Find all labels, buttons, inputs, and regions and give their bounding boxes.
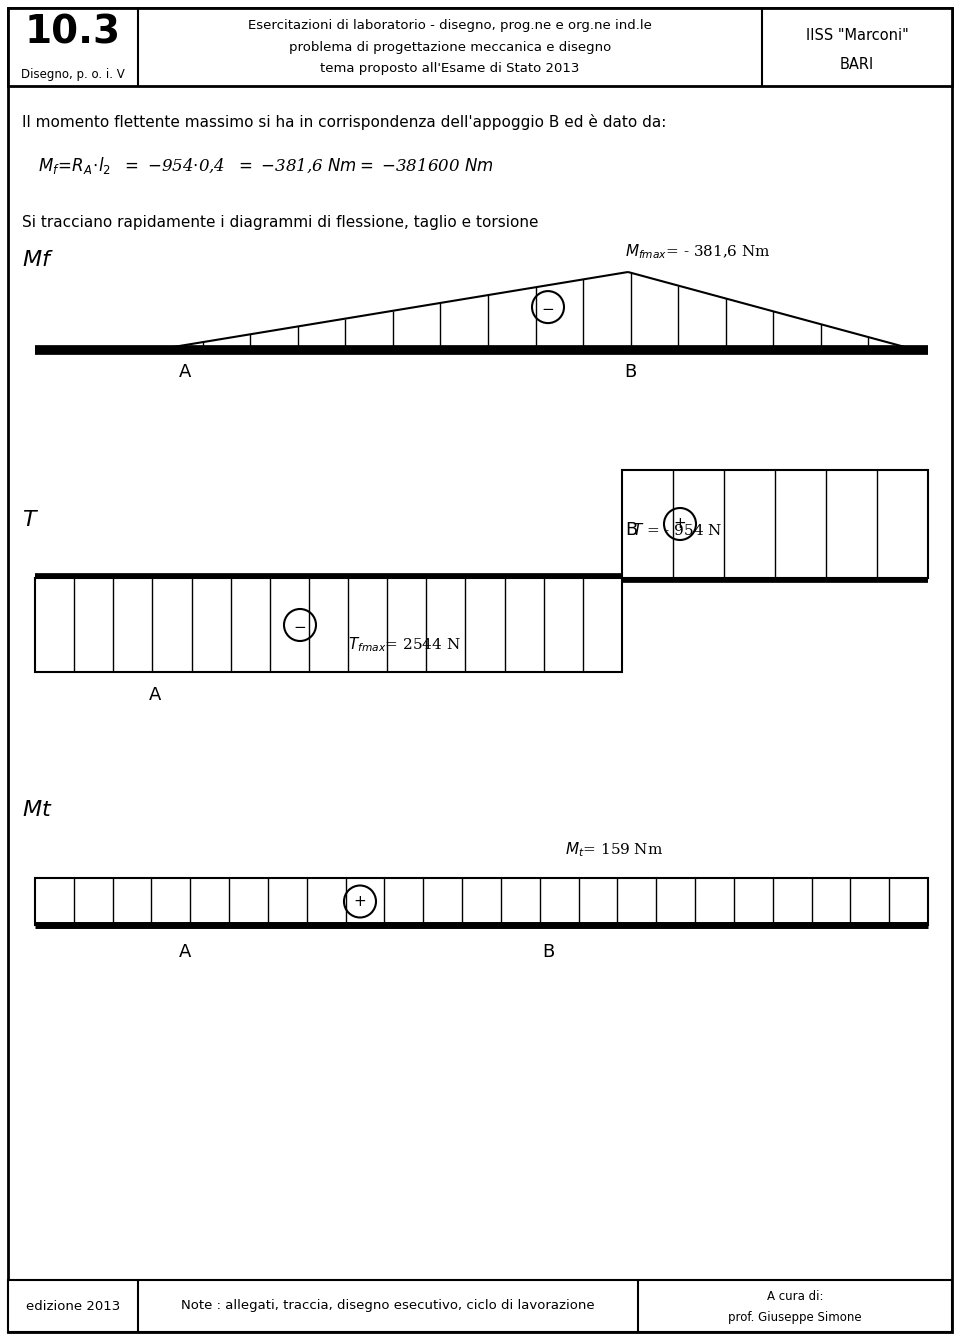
Text: $+$: $+$ [353, 894, 367, 909]
Text: $T$ = - 954 N: $T$ = - 954 N [632, 523, 722, 537]
Text: B: B [541, 943, 554, 961]
Text: $M_t$= 159 Nm: $M_t$= 159 Nm [565, 840, 663, 859]
Text: $+$: $+$ [673, 516, 686, 532]
Text: $-$: $-$ [294, 618, 306, 632]
Text: $M_f\!=\!R_A\!\cdot\!l_2$  $=$ $-$954$\cdot$0,4  $=$ $-$381,6 $Nm$$=$ $-$381600 : $M_f\!=\!R_A\!\cdot\!l_2$ $=$ $-$954$\cd… [38, 154, 493, 176]
Text: 10.3: 10.3 [25, 13, 121, 52]
Text: $-$: $-$ [541, 300, 555, 315]
Text: IISS "Marconi": IISS "Marconi" [805, 28, 908, 43]
Text: tema proposto all'Esame di Stato 2013: tema proposto all'Esame di Stato 2013 [321, 63, 580, 75]
Text: edizione 2013: edizione 2013 [26, 1300, 120, 1312]
Text: BARI: BARI [840, 56, 875, 71]
Text: $Mt$: $Mt$ [22, 799, 53, 821]
Text: Note : allegati, traccia, disegno esecutivo, ciclo di lavorazione: Note : allegati, traccia, disegno esecut… [181, 1300, 595, 1312]
Text: A: A [179, 943, 191, 961]
Text: Disegno, p. o. i. V: Disegno, p. o. i. V [21, 68, 125, 80]
Text: problema di progettazione meccanica e disegno: problema di progettazione meccanica e di… [289, 40, 612, 54]
Bar [35, 578, 622, 671]
Bar [8, 1280, 952, 1332]
Text: $T$: $T$ [22, 509, 39, 531]
Text: Si tracciano rapidamente i diagrammi di flessione, taglio e torsione: Si tracciano rapidamente i diagrammi di … [22, 214, 539, 229]
Text: $M_{fmax}$= - 381,6 Nm: $M_{fmax}$= - 381,6 Nm [625, 243, 771, 261]
Text: A cura di:: A cura di: [767, 1290, 824, 1302]
Bar [8, 8, 952, 86]
Text: B: B [624, 363, 636, 381]
Text: A: A [149, 686, 161, 704]
Text: Il momento flettente massimo si ha in corrispondenza dell'appoggio B ed è dato d: Il momento flettente massimo si ha in co… [22, 114, 666, 130]
Text: Esercitazioni di laboratorio - disegno, prog.ne e org.ne ind.le: Esercitazioni di laboratorio - disegno, … [248, 19, 652, 32]
Bar [622, 470, 928, 578]
Bar [35, 878, 928, 925]
Text: $T_{fmax}$= 2544 N: $T_{fmax}$= 2544 N [348, 635, 461, 654]
Text: $Mf$: $Mf$ [22, 249, 54, 271]
Text: prof. Giuseppe Simone: prof. Giuseppe Simone [729, 1311, 862, 1324]
Text: B: B [625, 521, 637, 539]
Text: A: A [179, 363, 191, 381]
